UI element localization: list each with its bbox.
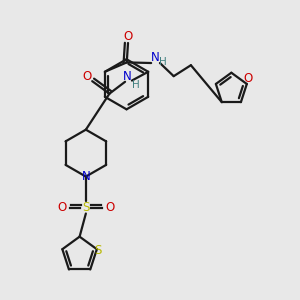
- Text: O: O: [123, 30, 133, 43]
- Text: S: S: [94, 244, 102, 257]
- Text: N: N: [123, 70, 132, 83]
- Text: H: H: [132, 80, 140, 90]
- Text: O: O: [82, 70, 91, 83]
- Text: S: S: [82, 201, 90, 214]
- Text: O: O: [58, 201, 67, 214]
- Text: N: N: [82, 170, 90, 183]
- Text: O: O: [243, 72, 253, 85]
- Text: N: N: [151, 51, 160, 64]
- Text: H: H: [159, 57, 167, 68]
- Text: O: O: [105, 201, 114, 214]
